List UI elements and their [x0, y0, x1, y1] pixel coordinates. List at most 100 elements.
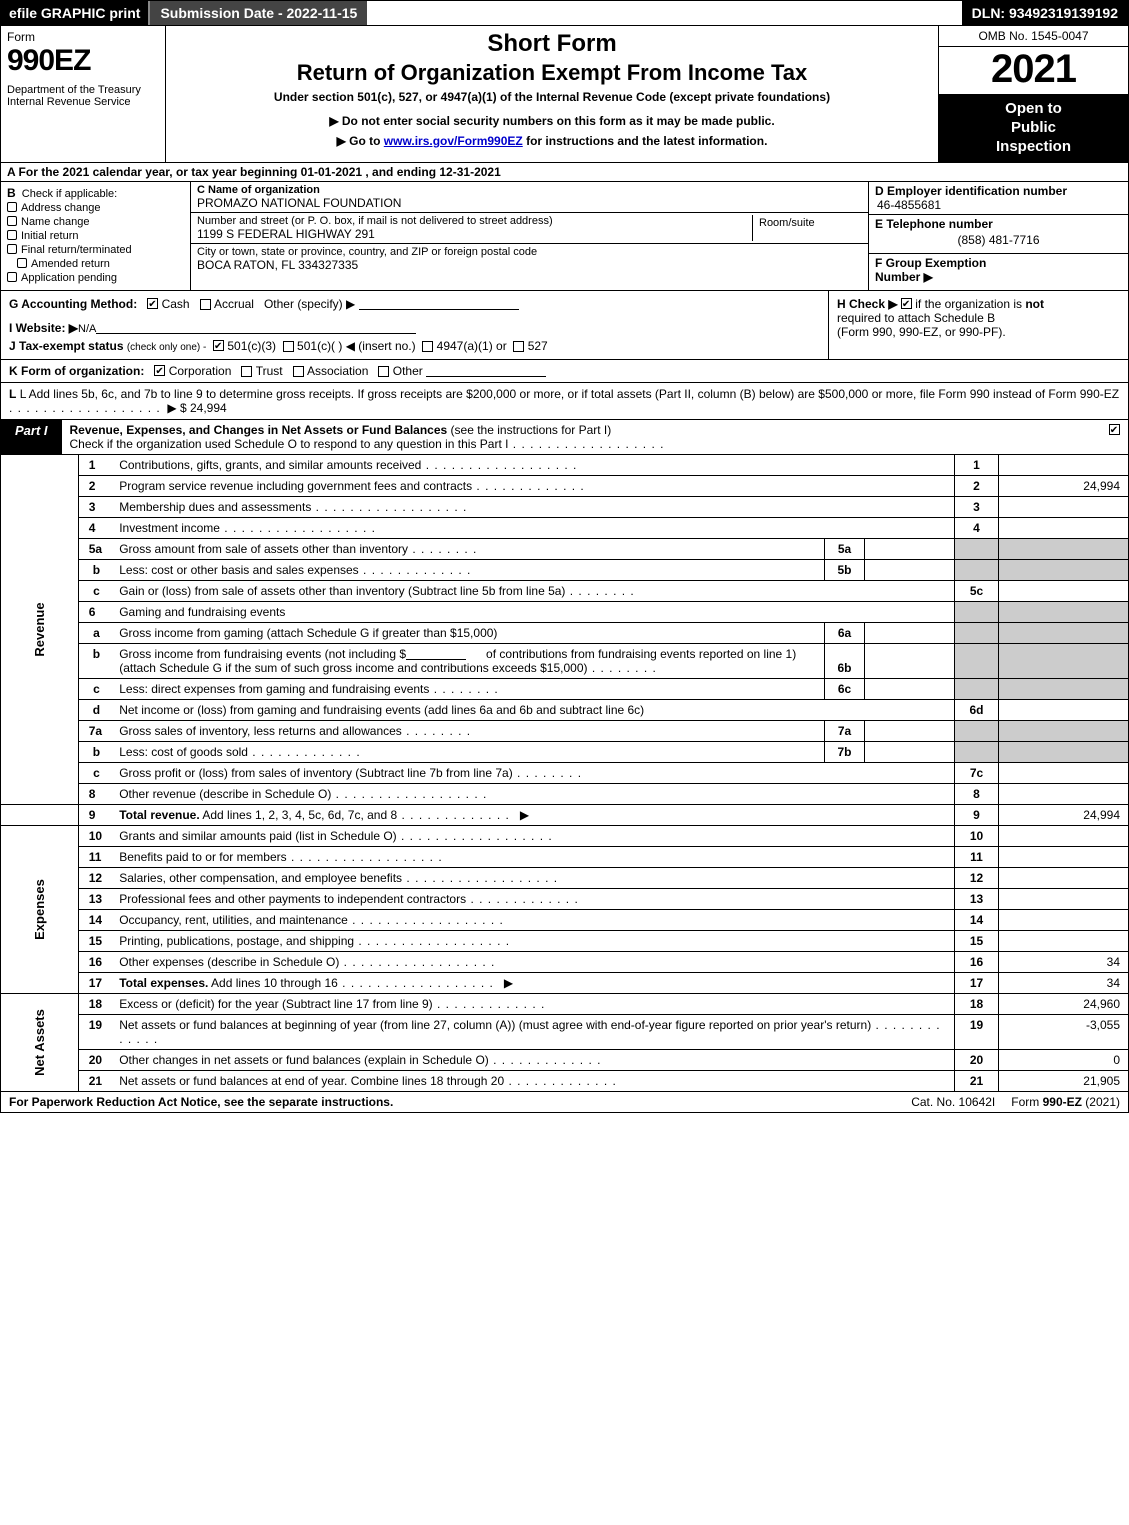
table-row: 14Occupancy, rent, utilities, and mainte…	[1, 910, 1129, 931]
k-other-blank	[426, 365, 546, 377]
line-desc: Less: cost of goods sold	[119, 745, 248, 759]
dots-icon	[359, 563, 472, 577]
table-row: 15Printing, publications, postage, and s…	[1, 931, 1129, 952]
f-group-label: F Group Exemption Number ▶	[875, 256, 1122, 284]
j-o3: 4947(a)(1) or	[437, 339, 507, 353]
b-opt-5: Application pending	[21, 272, 117, 284]
table-row: 6 Gaming and fundraising events	[1, 602, 1129, 623]
table-row: 5a Gross amount from sale of assets othe…	[1, 539, 1129, 560]
ein-value: 46-4855681	[875, 198, 1122, 212]
checkbox-schedule-o[interactable]	[1109, 424, 1120, 435]
dots-icon	[9, 401, 161, 415]
line-desc: Contributions, gifts, grants, and simila…	[119, 458, 421, 472]
checkbox-other[interactable]	[378, 366, 389, 377]
website-value: N/A	[78, 323, 96, 335]
checkbox-accrual[interactable]	[200, 299, 211, 310]
dots-icon	[402, 724, 471, 738]
table-row: 21Net assets or fund balances at end of …	[1, 1071, 1129, 1092]
row-a: A For the 2021 calendar year, or tax yea…	[0, 163, 1129, 182]
checkbox-corp[interactable]	[154, 365, 165, 376]
val-21: 21,905	[999, 1071, 1129, 1092]
checkbox-icon[interactable]	[7, 216, 17, 226]
checkbox-trust[interactable]	[241, 366, 252, 377]
checkbox-501c3[interactable]	[213, 340, 224, 351]
b-opt-3: Final return/terminated	[21, 244, 132, 256]
checkbox-assoc[interactable]	[293, 366, 304, 377]
checkbox-527[interactable]	[513, 341, 524, 352]
dots-icon	[433, 997, 546, 1011]
checkbox-cash[interactable]	[147, 298, 158, 309]
header-center: Short Form Return of Organization Exempt…	[166, 26, 938, 162]
c-addr-label: Number and street (or P. O. box, if mail…	[197, 215, 752, 227]
side-revenue: Revenue	[1, 455, 79, 805]
line-desc: Gross amount from sale of assets other t…	[119, 542, 408, 556]
line-desc: Excess or (deficit) for the year (Subtra…	[119, 997, 432, 1011]
h-line2: required to attach Schedule B	[837, 311, 995, 325]
dots-icon	[338, 976, 494, 990]
form-table: Revenue 1 Contributions, gifts, grants, …	[0, 455, 1129, 1092]
line-desc: Less: direct expenses from gaming and fu…	[119, 682, 429, 696]
page-footer: For Paperwork Reduction Act Notice, see …	[0, 1092, 1129, 1113]
table-row: Revenue 1 Contributions, gifts, grants, …	[1, 455, 1129, 476]
b-opt-4: Amended return	[31, 258, 110, 270]
line-desc: Grants and similar amounts paid (list in…	[119, 829, 396, 843]
dots-icon	[472, 479, 585, 493]
line-desc: Program service revenue including govern…	[119, 479, 472, 493]
table-row: Net Assets 18 Excess or (deficit) for th…	[1, 994, 1129, 1015]
footer-right-pre: Form	[1011, 1095, 1042, 1109]
line-desc-pre: Total expenses.	[119, 976, 208, 990]
checkbox-icon[interactable]	[7, 230, 17, 240]
checkbox-501c[interactable]	[283, 341, 294, 352]
checkbox-icon[interactable]	[7, 244, 17, 254]
dots-icon	[220, 521, 376, 535]
dln-label: DLN: 93492319139192	[962, 1, 1128, 25]
col-def: D Employer identification number 46-4855…	[868, 182, 1128, 290]
checkbox-icon[interactable]	[17, 258, 27, 268]
table-row: 7a Gross sales of inventory, less return…	[1, 721, 1129, 742]
table-row: 2 Program service revenue including gove…	[1, 476, 1129, 497]
b-label: Check if applicable:	[22, 188, 117, 200]
checkbox-icon[interactable]	[7, 202, 17, 212]
room-suite-cell: Room/suite	[752, 215, 862, 241]
dots-icon	[402, 871, 558, 885]
table-row: 13Professional fees and other payments t…	[1, 889, 1129, 910]
part-i-text: Revenue, Expenses, and Changes in Net As…	[62, 420, 1100, 454]
part-i-tab: Part I	[1, 420, 62, 454]
no-ssn-line: ▶ Do not enter social security numbers o…	[174, 114, 930, 128]
footer-right: Form 990-EZ (2021)	[1003, 1092, 1128, 1112]
part-i-checkbox	[1100, 420, 1128, 454]
org-name: PROMAZO NATIONAL FOUNDATION	[197, 196, 862, 210]
dots-icon	[408, 542, 477, 556]
h-pre: H Check ▶	[837, 297, 901, 311]
irs-link[interactable]: www.irs.gov/Form990EZ	[384, 134, 523, 148]
checkbox-icon[interactable]	[7, 272, 17, 282]
dots-icon	[331, 787, 487, 801]
line-desc: Salaries, other compensation, and employ…	[119, 871, 402, 885]
dots-icon	[508, 437, 664, 451]
checkbox-h[interactable]	[901, 298, 912, 309]
b-opt-2: Initial return	[21, 230, 78, 242]
department: Department of the Treasury Internal Reve…	[7, 84, 159, 108]
side-net-assets: Net Assets	[1, 994, 79, 1092]
table-row: 17Total expenses. Add lines 10 through 1…	[1, 973, 1129, 994]
room-label: Room/suite	[759, 217, 856, 229]
org-address: 1199 S FEDERAL HIGHWAY 291	[197, 227, 752, 241]
line-desc: Gross sales of inventory, less returns a…	[119, 724, 402, 738]
table-row: 9 Total revenue. Add lines 1, 2, 3, 4, 5…	[1, 805, 1129, 826]
g-other-blank[interactable]	[359, 298, 519, 310]
k-o3: Association	[307, 364, 368, 378]
checkbox-4947[interactable]	[422, 341, 433, 352]
line-desc: Gross income from fundraising events (no…	[119, 647, 406, 661]
line-desc: Add lines 10 through 16	[208, 976, 337, 990]
side-expenses: Expenses	[1, 826, 79, 994]
dots-icon	[248, 745, 361, 759]
table-row: 4 Investment income 4	[1, 518, 1129, 539]
k-o1: Corporation	[169, 364, 232, 378]
line-desc: Net income or (loss) from gaming and fun…	[119, 703, 644, 717]
form-word: Form	[7, 30, 159, 44]
line-desc: Less: cost or other basis and sales expe…	[119, 563, 358, 577]
table-row: Expenses 10 Grants and similar amounts p…	[1, 826, 1129, 847]
short-form-title: Short Form	[174, 30, 930, 58]
dots-icon	[287, 850, 443, 864]
under-section: Under section 501(c), 527, or 4947(a)(1)…	[174, 90, 930, 104]
